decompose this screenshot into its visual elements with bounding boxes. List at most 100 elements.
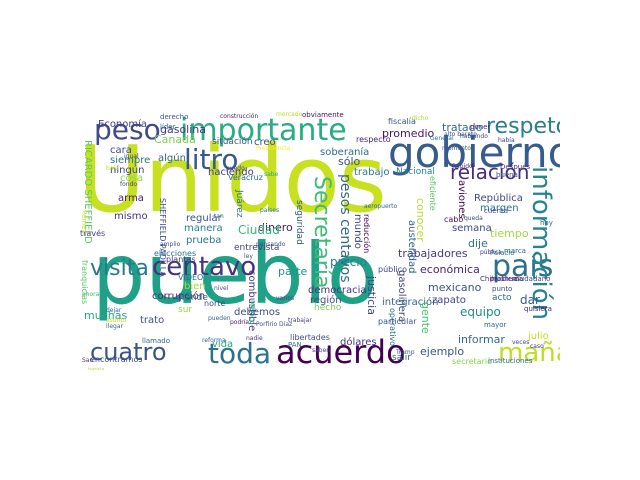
cloud-word: aviones [456, 180, 467, 219]
cloud-word: salir [392, 353, 411, 363]
cloud-word: algún [158, 153, 186, 164]
cloud-word: seguridad [294, 200, 304, 245]
cloud-word: pensando [256, 241, 286, 248]
cloud-word: particular [378, 317, 417, 326]
cloud-word: SHEFFIELD PADILLA [158, 198, 167, 277]
cloud-word: Canadá [154, 133, 196, 146]
cloud-word: corrupción [152, 291, 206, 302]
cloud-word: Economía [98, 119, 148, 130]
cloud-word: dejar [106, 307, 122, 314]
cloud-word: Porfirio Díaz [256, 321, 293, 328]
cloud-word: justicia [365, 276, 378, 315]
cloud-word: mismo [114, 211, 148, 222]
cloud-word: región [310, 295, 342, 306]
cloud-word: Unidos [80, 126, 387, 233]
cloud-word: pesos centavos [337, 174, 353, 283]
cloud-word: dar [520, 293, 540, 307]
cloud-word: igual [124, 153, 139, 160]
cloud-word: franquicias [80, 260, 89, 305]
cloud-word: bajo [106, 165, 119, 172]
cloud-word: podría [230, 319, 250, 326]
cloud-word: fondo [120, 181, 138, 188]
cloud-word: sabe [264, 171, 279, 178]
cloud-word: pública [480, 249, 502, 256]
cloud-word: norte [204, 299, 226, 308]
cloud-word: pueblo [92, 225, 379, 323]
cloud-word: queda [464, 215, 483, 222]
cloud-word: margen [480, 203, 519, 214]
cloud-word: mayor [484, 321, 507, 329]
cloud-word: Presidencia [256, 145, 291, 152]
cloud-word: situación [212, 137, 253, 147]
cloud-word: tan [214, 213, 224, 220]
cloud-word: hablando [460, 133, 488, 140]
cloud-word: trabajo [354, 167, 390, 178]
cloud-word: visita [90, 256, 149, 281]
cloud-word: obviamente [302, 111, 344, 119]
cloud-word: sólo [338, 155, 361, 168]
cloud-word: México [248, 300, 256, 325]
cloud-word: debemos [234, 307, 281, 318]
cloud-word: buena [496, 171, 518, 179]
cloud-word: haciendo [208, 167, 254, 178]
cloud-word: saben [312, 347, 331, 354]
cloud-word: precio [330, 255, 367, 269]
cloud-word: respecto [356, 135, 391, 144]
cloud-word: Chihuahua [480, 275, 518, 283]
cloud-word: cuatro [90, 338, 167, 366]
cloud-word: combustible [246, 270, 257, 332]
cloud-word: muchas [84, 309, 128, 322]
cloud-word: problema [490, 275, 524, 283]
cloud-word: mañana [498, 338, 560, 368]
cloud-word: operativo [388, 308, 397, 347]
cloud-word: General [430, 135, 454, 142]
cloud-word: dije [468, 237, 488, 250]
cloud-word: construcción [220, 113, 259, 120]
cloud-word: quisiera [524, 305, 552, 313]
cloud-word: julio [528, 331, 549, 342]
cloud-word: Palacio [490, 249, 515, 257]
cloud-word: tiempo [490, 227, 529, 240]
cloud-word: Después [500, 163, 531, 171]
cloud-word: bien [184, 281, 206, 292]
cloud-word: cuenta [484, 207, 509, 215]
cloud-word: asunto [106, 317, 127, 324]
cloud-word: soberanía [320, 147, 370, 158]
cloud-word: hoy [540, 219, 553, 227]
cloud-word: importante [180, 113, 347, 148]
cloud-word: mercado [276, 111, 303, 118]
cloud-word: plantas [166, 255, 196, 264]
cloud-word: gobierno [388, 128, 560, 177]
cloud-word: caso [530, 343, 544, 350]
cloud-word: cara [110, 145, 132, 156]
cloud-word: instituciones [488, 357, 533, 365]
cloud-word: encontramos [90, 355, 143, 364]
cloud-word: ciudadano [514, 275, 551, 283]
cloud-word: siempre [110, 155, 151, 166]
cloud-word: nadie [246, 335, 263, 342]
cloud-word: Veracruz [228, 173, 263, 182]
cloud-word: ejemplo [420, 345, 465, 358]
cloud-word: acto [492, 293, 512, 303]
cloud-word: veces [512, 339, 530, 346]
cloud-word: país [492, 249, 554, 284]
cloud-word: libertades [290, 333, 330, 342]
cloud-word: parte [278, 265, 308, 278]
cloud-word: litro [184, 143, 239, 176]
cloud-word: alto barato [444, 131, 477, 138]
cloud-word: VIDEO [178, 273, 204, 282]
cloud-word: elecciones [154, 249, 197, 258]
cloud-word: arma [118, 193, 144, 204]
cloud-word: toda [208, 337, 272, 370]
cloud-word: reducción [362, 214, 371, 254]
cloud-word: dinero [258, 221, 293, 234]
cloud-word: ley [244, 253, 253, 260]
cloud-word: cosa [120, 173, 143, 184]
cloud-word: peso [94, 113, 161, 146]
cloud-word: Ciudad [238, 223, 280, 237]
cloud-word: trato [140, 315, 165, 326]
cloud-word: RICARDO SHEFFIELD [82, 140, 93, 244]
cloud-word: puedo [226, 165, 245, 172]
cloud-word: barata [88, 367, 105, 371]
cloud-word: informar [458, 333, 505, 346]
